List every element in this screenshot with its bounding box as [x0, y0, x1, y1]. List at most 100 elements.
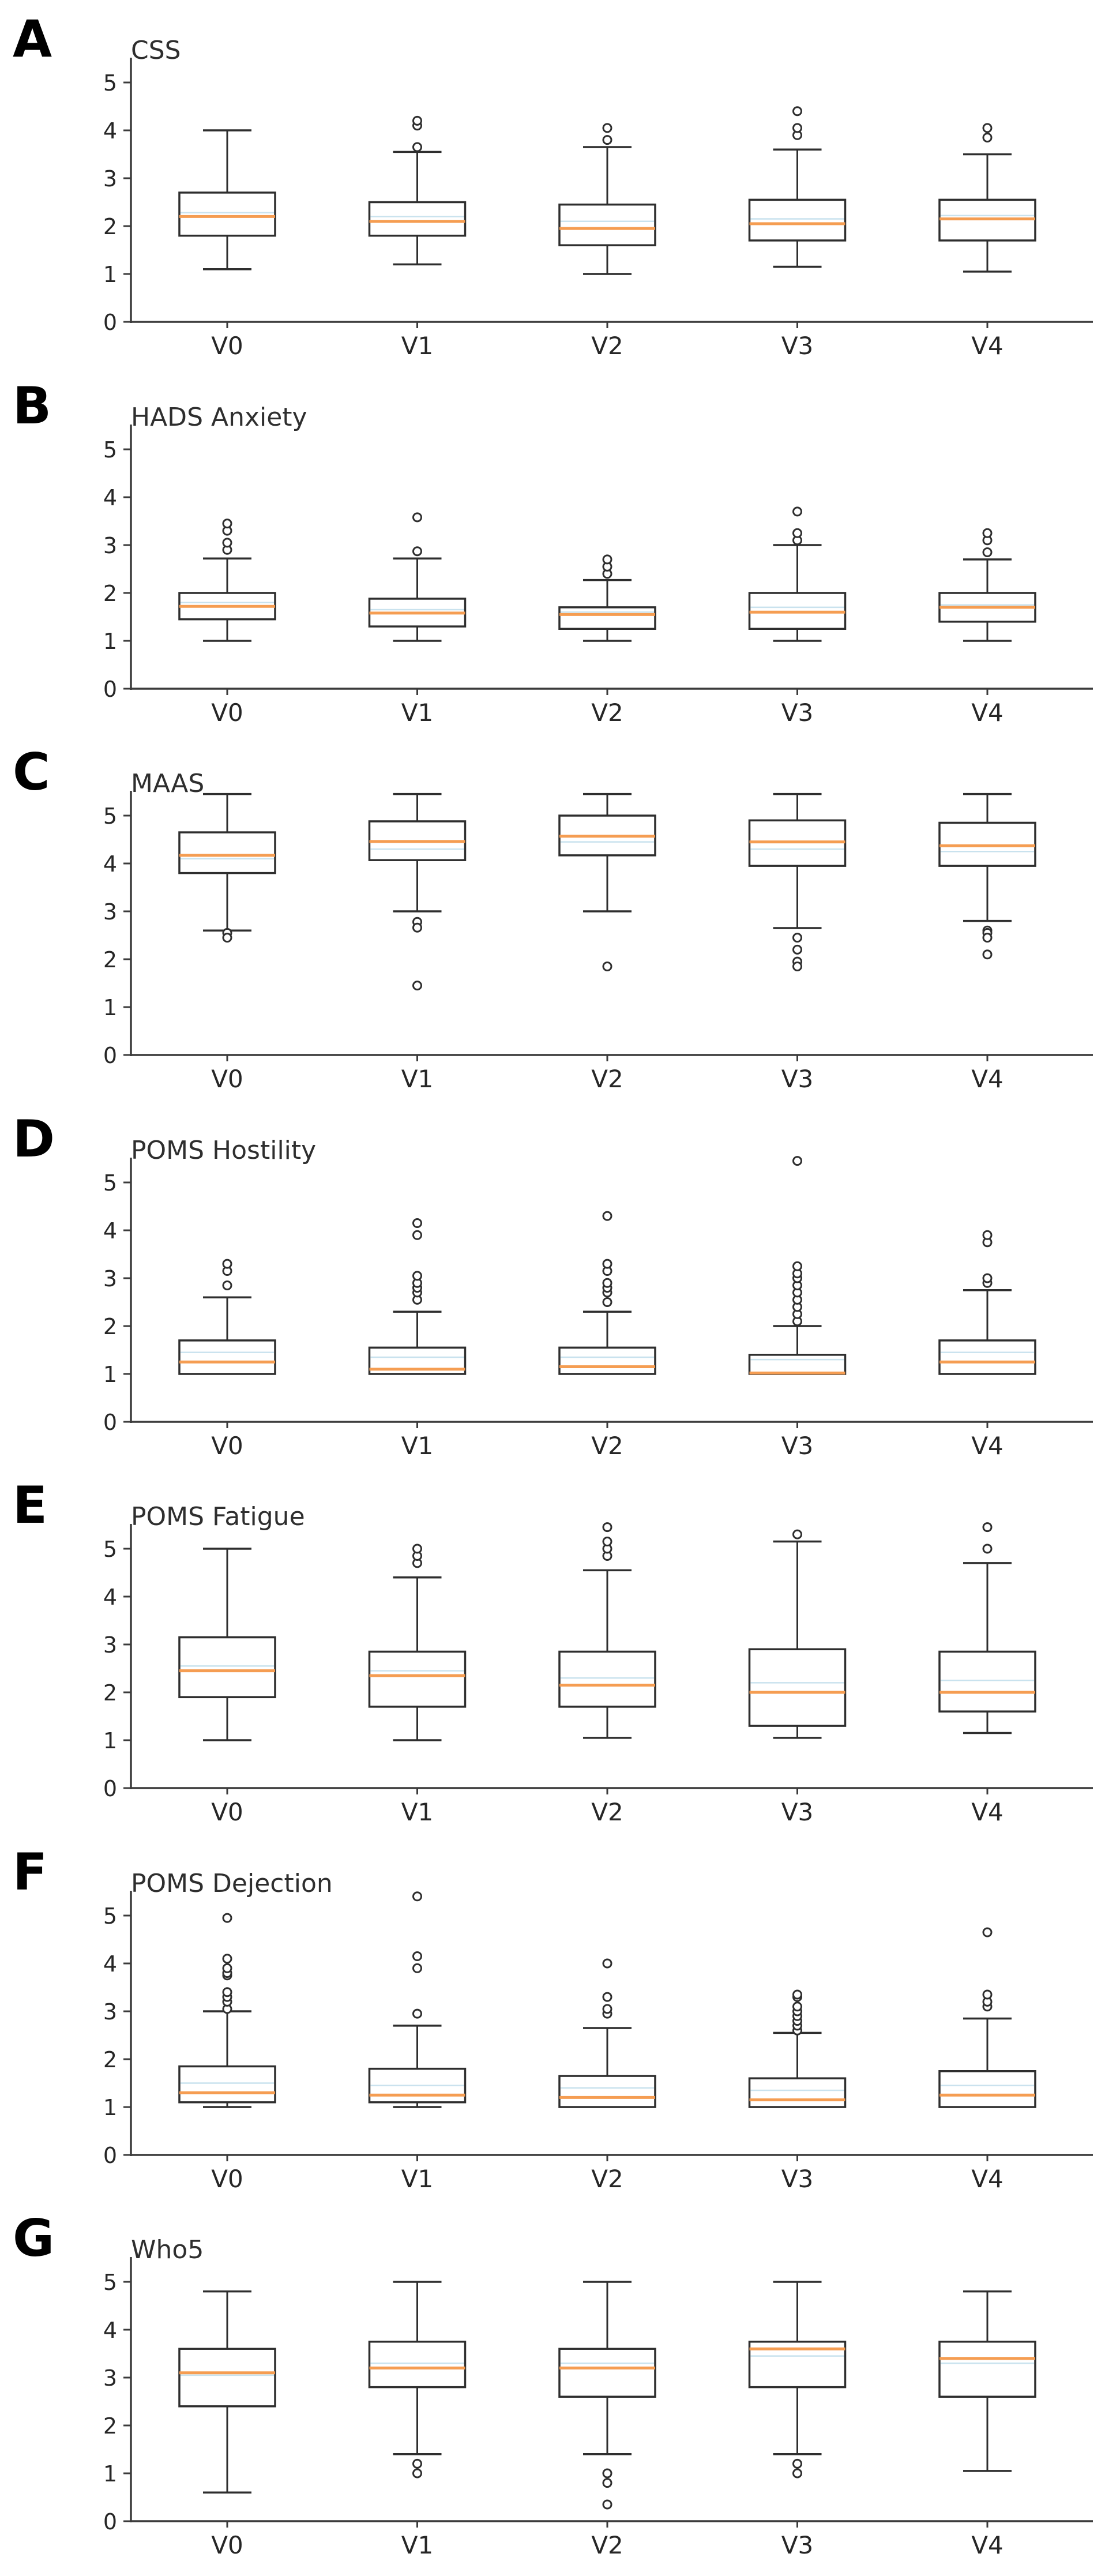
boxplot-V4: V4 — [938, 1522, 1036, 1826]
y-tick-label: 1 — [103, 262, 117, 287]
boxplot-V1: V1 — [368, 793, 467, 1093]
box-rect — [368, 201, 467, 237]
box-rect — [558, 1650, 656, 1708]
y-tick-label: 2 — [103, 2047, 117, 2072]
boxplot-V1: V1 — [368, 2281, 467, 2559]
outlier-point — [412, 2008, 422, 2019]
boxplot-V4: V4 — [938, 1230, 1036, 1460]
boxplot-V3: V3 — [748, 1989, 847, 2193]
y-tick-label: 4 — [103, 851, 117, 877]
outlier-point — [982, 528, 993, 538]
outlier-point — [982, 1544, 993, 1554]
y-tick-label: 1 — [103, 2095, 117, 2120]
boxplot-V0: V0 — [178, 519, 276, 727]
panel-E: E POMS Fatigue 0 1 2 3 4 5 V0 V1 V2 V3 V4 — [13, 1475, 1093, 1826]
y-tick-label: 0 — [103, 2143, 117, 2168]
boxplot-V2: V2 — [558, 554, 656, 727]
outlier-point — [982, 933, 993, 943]
outlier-point — [982, 1522, 993, 1533]
outlier-point — [792, 123, 802, 133]
outlier-point — [222, 1954, 232, 1964]
outlier-point — [792, 933, 802, 943]
box-rect — [938, 1650, 1036, 1713]
outlier-point — [602, 554, 612, 565]
box-rect — [558, 2348, 656, 2398]
x-tick-label: V2 — [591, 2165, 623, 2193]
x-tick-label: V1 — [401, 2531, 433, 2559]
x-tick-label: V0 — [211, 1798, 243, 1826]
y-tick-label: 5 — [103, 1170, 117, 1196]
x-tick-label: V2 — [591, 1798, 623, 1826]
y-tick-label: 0 — [103, 310, 117, 335]
outlier-point — [222, 1280, 232, 1290]
outlier-point — [982, 1989, 993, 2000]
x-tick-label: V0 — [211, 1432, 243, 1460]
outlier-point — [412, 1891, 422, 1902]
boxplot-V4: V4 — [938, 1927, 1036, 2193]
outlier-point — [602, 2499, 612, 2510]
y-tick-label: 5 — [103, 437, 117, 463]
outlier-point — [222, 519, 232, 529]
outlier-point — [792, 2002, 802, 2012]
y-tick-label: 4 — [103, 2318, 117, 2343]
boxplot-V2: V2 — [558, 123, 656, 360]
panel-F: F POMS Dejection 0 1 2 3 4 5 V0 V1 V2 V3 V4 — [13, 1842, 1093, 2193]
outlier-point — [412, 922, 422, 933]
outlier-point — [982, 1230, 993, 1240]
boxplot-V0: V0 — [178, 1259, 276, 1460]
x-tick-label: V0 — [211, 699, 243, 727]
panel-title: HADS Anxiety — [131, 403, 307, 432]
panel-title: POMS Dejection — [131, 1869, 333, 1898]
y-tick-label: 3 — [103, 1632, 117, 1658]
y-tick-label: 0 — [103, 1410, 117, 1435]
outlier-point — [222, 1913, 232, 1923]
y-tick-label: 3 — [103, 166, 117, 191]
outlier-point — [222, 933, 232, 943]
boxplot-V2: V2 — [558, 1522, 656, 1826]
x-tick-label: V3 — [781, 332, 813, 360]
y-tick-label: 1 — [103, 2461, 117, 2487]
outlier-point — [412, 546, 422, 557]
y-tick-label: 3 — [103, 2365, 117, 2391]
x-tick-label: V2 — [591, 1432, 623, 1460]
panel-title: POMS Hostility — [131, 1136, 316, 1165]
x-tick-label: V1 — [401, 2165, 433, 2193]
outlier-point — [412, 1218, 422, 1229]
boxplot-V4: V4 — [938, 528, 1036, 727]
y-tick-label: 5 — [103, 1903, 117, 1929]
box-rect — [558, 606, 656, 630]
boxplot-V4: V4 — [938, 2290, 1036, 2559]
panel-D: D POMS Hostility 0 1 2 3 4 5 V0 V1 V2 V3 V4 — [13, 1109, 1093, 1460]
box-rect — [558, 2075, 656, 2108]
panel-letter: C — [13, 742, 50, 802]
x-tick-label: V4 — [971, 1065, 1003, 1093]
x-tick-label: V4 — [971, 2165, 1003, 2193]
y-tick-label: 2 — [103, 2413, 117, 2439]
y-tick-label: 1 — [103, 1362, 117, 1387]
boxplot-V0: V0 — [178, 793, 276, 1093]
outlier-point — [412, 142, 422, 152]
boxplot-V3: V3 — [748, 506, 847, 727]
outlier-point — [602, 1297, 612, 1307]
boxplot-V0: V0 — [178, 1548, 276, 1826]
outlier-point — [792, 1989, 802, 2000]
x-tick-label: V3 — [781, 2531, 813, 2559]
outlier-point — [792, 2468, 802, 2479]
x-tick-label: V1 — [401, 1065, 433, 1093]
y-tick-label: 5 — [103, 1537, 117, 1562]
outlier-point — [982, 123, 993, 133]
box-rect — [938, 2070, 1036, 2108]
panel-B: B HADS Anxiety 0 1 2 3 4 5 V0 V1 V2 V3 V4 — [13, 376, 1093, 727]
outlier-point — [982, 949, 993, 960]
outlier-point — [982, 1273, 993, 1283]
boxplot-V3: V3 — [748, 1156, 847, 1460]
outlier-point — [602, 1259, 612, 1269]
panel-title: MAAS — [131, 769, 204, 798]
outlier-point — [602, 1537, 612, 1547]
outlier-point — [222, 1963, 232, 1973]
outlier-point — [792, 961, 802, 971]
x-tick-label: V3 — [781, 1798, 813, 1826]
y-tick-label: 5 — [103, 70, 117, 96]
